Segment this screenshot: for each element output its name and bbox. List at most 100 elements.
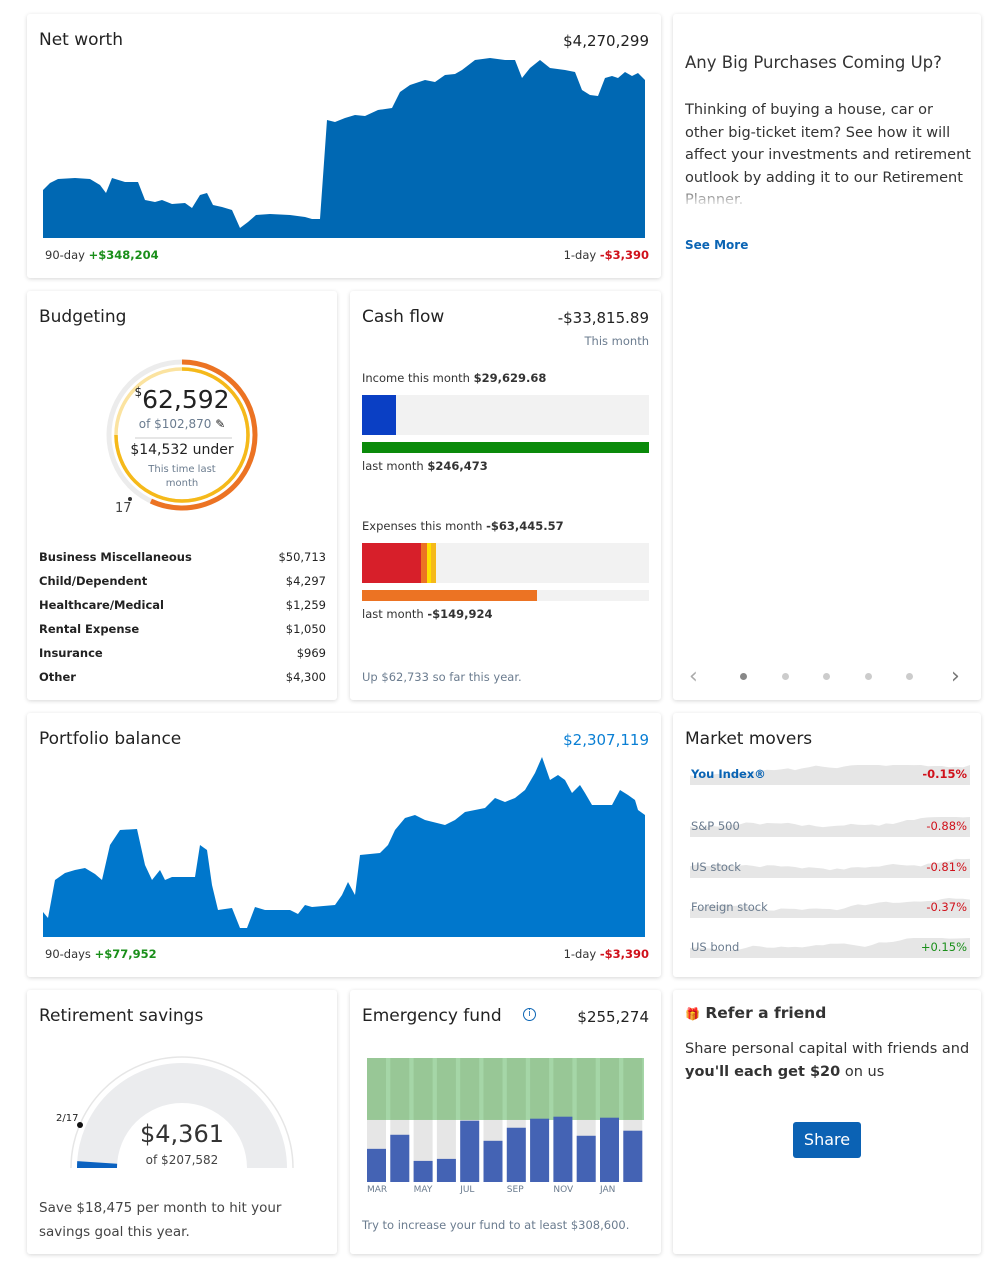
index-change: -0.37% <box>926 900 967 914</box>
fund-bar <box>623 1130 643 1182</box>
carousel-dot-active[interactable] <box>740 673 747 680</box>
fund-bar <box>530 1118 550 1182</box>
sparkline-area <box>690 858 970 878</box>
budgeting-card[interactable]: Budgeting $62,592 of $102,870 ✎ $14,532 … <box>27 291 337 700</box>
income-label: Income this month <box>362 371 470 385</box>
retirement-progress <box>77 1161 118 1168</box>
fund-bar <box>483 1140 503 1182</box>
category-name: Other <box>39 670 76 684</box>
budget-category-row[interactable]: Rental Expense $1,050 <box>39 622 326 636</box>
net-worth-chart <box>43 58 645 238</box>
see-more-link[interactable]: See More <box>685 238 749 252</box>
retirement-goal: of $207,582 <box>145 1153 219 1167</box>
budget-spent: 62,592 <box>142 385 230 414</box>
card-title: Cash flow <box>362 307 445 327</box>
period-label: 90-days <box>45 947 91 961</box>
category-amount: $1,050 <box>285 622 326 636</box>
promo-card: Any Big Purchases Coming Up? Thinking of… <box>673 14 981 700</box>
carousel-dot[interactable] <box>782 673 789 680</box>
budget-category-row[interactable]: Insurance $969 <box>39 646 326 660</box>
target-column <box>367 1058 386 1120</box>
market-mover-row[interactable]: Foreign stock -0.37% <box>691 900 967 914</box>
target-zone <box>367 1058 644 1120</box>
expenses-last-value: -$149,924 <box>427 607 493 621</box>
info-icon[interactable]: i <box>523 1008 536 1021</box>
sparkline-area <box>690 765 970 785</box>
budget-category-row[interactable]: Child/Dependent $4,297 <box>39 574 326 588</box>
category-name: Rental Expense <box>39 622 140 636</box>
budget-category-row[interactable]: Healthcare/Medical $1,259 <box>39 598 326 612</box>
period-change: +$77,952 <box>94 947 157 961</box>
chevron-right-icon[interactable]: › <box>951 664 960 689</box>
month-tick-label: JUL <box>459 1185 474 1195</box>
refer-body: Share personal capital with friends and <box>685 1041 970 1057</box>
expenses-value: -$63,445.57 <box>486 519 564 533</box>
target-column <box>390 1058 410 1120</box>
card-title: Budgeting <box>39 307 127 327</box>
portfolio-card[interactable]: Portfolio balance $2,307,119 90-days +$7… <box>27 713 661 977</box>
target-column <box>553 1058 573 1120</box>
carousel-dot[interactable] <box>823 673 830 680</box>
month-tick-label: SEP <box>507 1185 524 1195</box>
income-value: $29,629.68 <box>473 371 547 385</box>
market-mover-row[interactable]: S&P 500 -0.88% <box>691 819 967 833</box>
budget-ring <box>106 359 258 511</box>
market-movers-card[interactable]: Market movers You Index® -0.15% S&P 500 -0.… <box>673 713 981 977</box>
promo-title: Any Big Purchases Coming Up? <box>685 53 942 72</box>
fund-bar <box>460 1120 480 1182</box>
index-change: +0.15% <box>920 940 967 954</box>
refer-card: 🎁 Refer a friend Share personal capital … <box>673 990 981 1254</box>
budget-category-row[interactable]: Other $4,300 <box>39 670 326 684</box>
market-mover-row[interactable]: US stock -0.81% <box>691 860 967 874</box>
card-title: Portfolio balance <box>39 729 182 749</box>
expenses-bar <box>362 543 649 583</box>
month-tick-label: MAR <box>367 1185 387 1195</box>
net-worth-value: $4,270,299 <box>563 32 649 50</box>
cash-flow-footer: Up $62,733 so far this year. <box>362 670 522 684</box>
share-button[interactable]: Share <box>793 1122 861 1158</box>
market-mover-row[interactable]: You Index® -0.15% <box>691 767 967 781</box>
target-column <box>436 1058 456 1120</box>
category-name: Healthcare/Medical <box>39 598 164 612</box>
portfolio-value: $2,307,119 <box>563 731 649 749</box>
category-name: Insurance <box>39 646 103 660</box>
fade <box>673 184 981 208</box>
target-column <box>460 1058 480 1120</box>
day-change: -$3,390 <box>599 248 649 262</box>
emergency-fund-card[interactable]: Emergency fund i $255,274 MAR MAY JUL SEP NO… <box>350 990 661 1254</box>
fund-bar <box>506 1127 526 1182</box>
carousel-dot[interactable] <box>865 673 872 680</box>
carousel-dot[interactable] <box>906 673 913 680</box>
index-change: -0.88% <box>926 819 967 833</box>
fund-bar <box>413 1160 433 1182</box>
currency-symbol: $ <box>134 384 143 399</box>
retirement-card[interactable]: Retirement savings 2/17 $4,361 of $207,5… <box>27 990 337 1254</box>
budget-total: of $102,870 <box>138 417 212 431</box>
last-month-arc <box>149 359 258 511</box>
category-name: Business Miscellaneous <box>39 550 192 564</box>
chevron-left-icon[interactable]: ‹ <box>689 664 698 689</box>
retirement-gauge <box>70 1056 294 1169</box>
day-marker: 17 <box>115 501 132 516</box>
cash-flow-card[interactable]: Cash flow -$33,815.89 This month Income … <box>350 291 661 700</box>
category-amount: $1,259 <box>285 598 326 612</box>
target-column <box>576 1058 596 1120</box>
emergency-chart: MAR MAY JUL SEP NOV JAN <box>367 1058 644 1195</box>
portfolio-area <box>43 757 645 937</box>
target-column <box>600 1058 619 1120</box>
index-name: Foreign stock <box>691 900 768 914</box>
market-mover-row[interactable]: US bond +0.15% <box>691 940 967 954</box>
fund-bar <box>600 1117 619 1182</box>
index-name: US stock <box>691 860 741 874</box>
pencil-icon[interactable]: ✎ <box>215 417 226 431</box>
refer-body-end: on us <box>840 1064 885 1080</box>
net-worth-card[interactable]: Net worth $4,270,299 90-day +$348,204 1-… <box>27 14 661 278</box>
category-amount: $969 <box>296 646 326 660</box>
target-column <box>506 1058 526 1120</box>
budget-category-row[interactable]: Business Miscellaneous $50,713 <box>39 550 326 564</box>
refer-title: Refer a friend <box>705 1004 827 1022</box>
marker-label: 2/17 <box>56 1113 79 1124</box>
fund-bar <box>367 1148 386 1182</box>
sparkline-area <box>690 817 970 837</box>
category-amount: $4,300 <box>285 670 326 684</box>
